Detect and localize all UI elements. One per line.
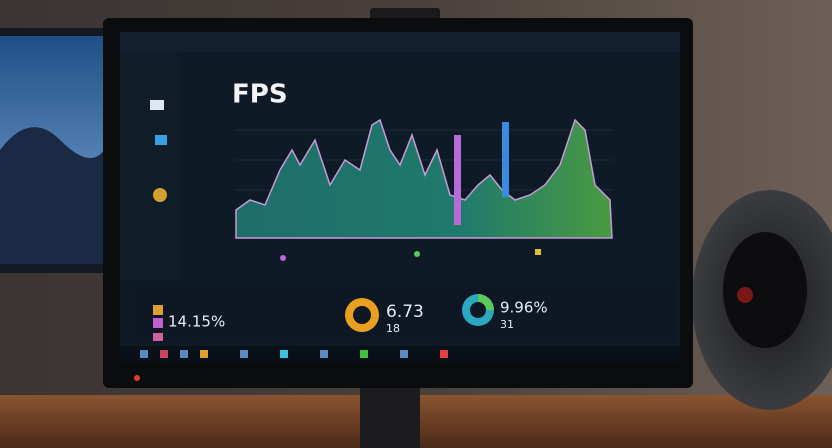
stats-panel bbox=[135, 282, 675, 342]
legend-dot bbox=[280, 255, 286, 261]
legend-dot bbox=[535, 249, 541, 255]
fps-area bbox=[235, 118, 613, 239]
gauge-hole bbox=[470, 302, 486, 318]
sidebar-icon bbox=[150, 100, 164, 110]
gauge-hole bbox=[353, 306, 371, 324]
power-led bbox=[134, 375, 140, 381]
side-wallpaper bbox=[0, 127, 104, 264]
swatch bbox=[153, 305, 163, 315]
swatch bbox=[153, 333, 163, 341]
monitor-stand bbox=[360, 380, 420, 448]
sidebar bbox=[120, 52, 180, 280]
swatch bbox=[153, 318, 163, 328]
marker-bar bbox=[454, 135, 461, 225]
legend-dot bbox=[414, 251, 420, 257]
stat-sub: 18 bbox=[386, 322, 400, 335]
chart-title: FPS bbox=[232, 80, 288, 110]
headphone-logo bbox=[737, 287, 753, 303]
headphone-cup bbox=[723, 232, 807, 348]
stat-value: 6.73 bbox=[386, 302, 424, 322]
taskbar-icons bbox=[140, 350, 448, 358]
stat-value: 9.96% bbox=[500, 299, 548, 317]
sidebar-icon bbox=[155, 135, 167, 145]
title-bar bbox=[120, 32, 680, 52]
stat-sub: 31 bbox=[500, 318, 514, 331]
stat-value: 14.15% bbox=[168, 313, 225, 331]
marker-bar bbox=[502, 122, 509, 197]
sidebar-icon bbox=[153, 188, 167, 202]
